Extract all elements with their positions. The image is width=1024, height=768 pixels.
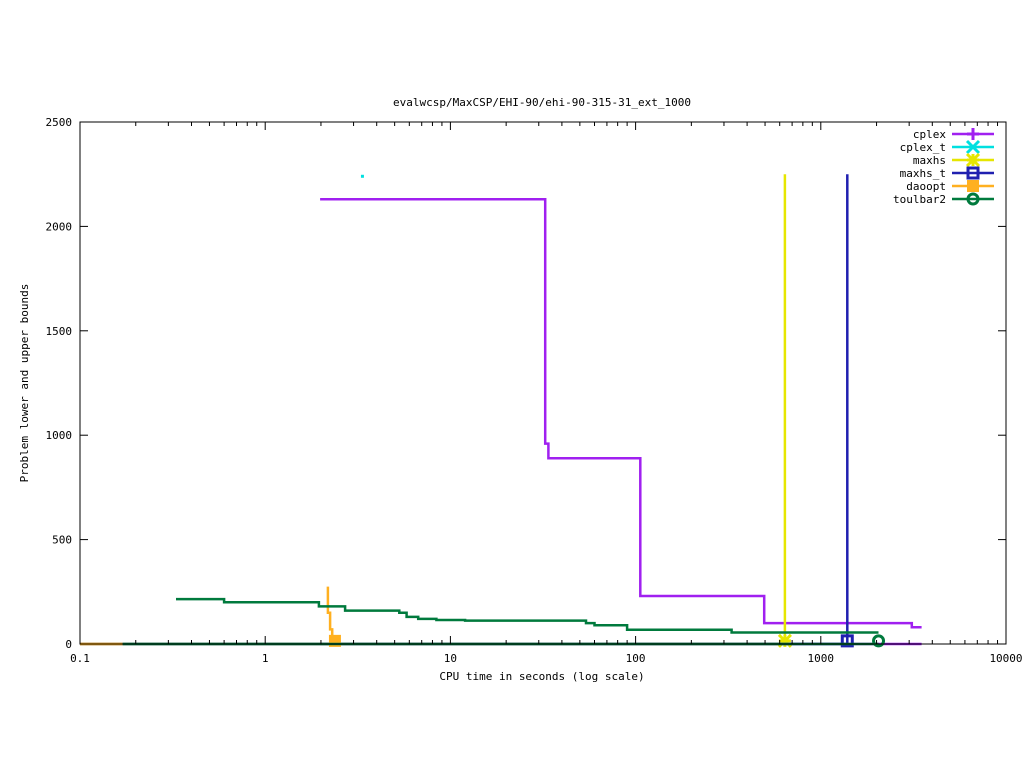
legend-marker-maxhs-b — [965, 152, 981, 168]
legend-marker-toulbar2-ring — [966, 192, 980, 206]
series-layer — [80, 174, 922, 648]
maxhs_t-point-0-box — [840, 634, 854, 648]
legend-marker-maxhs_t — [966, 166, 980, 180]
y-tick-label-5: 2500 — [46, 116, 73, 129]
legend-entry-cplex_t: cplex_t — [900, 139, 994, 155]
legend-marker-cplex_t-b — [965, 139, 981, 155]
legend-label-toulbar2: toulbar2 — [893, 193, 946, 206]
plot-frame — [79, 121, 1007, 645]
toulbar2-point-0-ring — [872, 634, 886, 648]
legend-label-cplex_t: cplex_t — [900, 141, 946, 154]
legend-label-daoopt: daoopt — [906, 180, 946, 193]
legend-marker-maxhs — [965, 152, 981, 168]
toulbar2-point-0 — [872, 634, 886, 648]
x-tick-label-1: 1 — [262, 652, 269, 665]
legend-entry-daoopt: daoopt — [906, 180, 994, 193]
axes: 0.1 1 10 100 1000 10000 0 500 1000 1500 2000 2500 — [46, 116, 1023, 665]
series-daoopt — [80, 586, 341, 647]
cplex_t-point-0 — [360, 174, 364, 178]
legend-entry-maxhs: maxhs — [913, 152, 994, 168]
y-tick-label-4: 2000 — [46, 220, 73, 233]
legend-marker-cplex — [967, 128, 979, 140]
x-tick-label-2: 10 — [444, 652, 457, 665]
series-cplex_t — [360, 174, 364, 178]
y-tick-label-1: 500 — [52, 534, 72, 547]
x-tick-label-4: 1000 — [808, 652, 835, 665]
series-maxhs — [80, 174, 792, 648]
y-axis-label: Problem lower and upper bounds — [18, 284, 31, 483]
legend-marker-maxhs_t-box — [966, 166, 980, 180]
chart-title: evalwcsp/MaxCSP/EHI-90/ehi-90-315-31_ext… — [393, 96, 691, 109]
legend-label-cplex: cplex — [913, 128, 946, 141]
legend-label-maxhs: maxhs — [913, 154, 946, 167]
legend-entry-toulbar2: toulbar2 — [893, 192, 994, 206]
x-axis-label: CPU time in seconds (log scale) — [439, 670, 644, 683]
x-tick-label-0: 0.1 — [70, 652, 90, 665]
maxhs_t-point-0 — [840, 634, 854, 648]
series-cplex — [320, 198, 922, 646]
legend-entry-maxhs_t: maxhs_t — [900, 166, 994, 180]
cplex-upper-bound-line — [320, 198, 922, 629]
legend-marker-toulbar2 — [966, 192, 980, 206]
daoopt-upper-bound-line — [326, 586, 336, 642]
x-tick-label-5: 10000 — [989, 652, 1022, 665]
legend-label-maxhs_t: maxhs_t — [900, 167, 946, 180]
y-tick-label-3: 1500 — [46, 325, 73, 338]
legend-marker-cplex_t — [965, 139, 981, 155]
toulbar2-upper-bound-line — [176, 597, 879, 634]
legend-entry-cplex: cplex — [913, 128, 994, 141]
legend-marker-daoopt-box — [967, 180, 979, 192]
x-tick-label-3: 100 — [626, 652, 646, 665]
y-tick-label-0: 0 — [65, 638, 72, 651]
legend-marker-daoopt — [967, 180, 979, 192]
y-tick-label-2: 1000 — [46, 429, 73, 442]
series-maxhs_t — [80, 174, 854, 648]
